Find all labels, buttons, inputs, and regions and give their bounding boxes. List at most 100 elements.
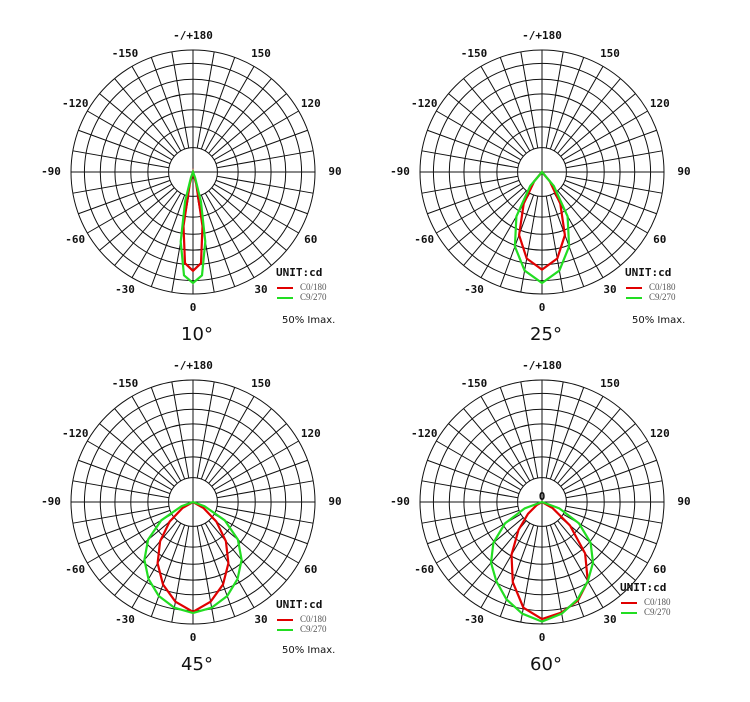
spoke-grid xyxy=(196,51,215,149)
angle-tick-label: 60 xyxy=(304,233,317,246)
spoke-grid xyxy=(421,150,519,169)
spoke-grid xyxy=(448,423,524,487)
spoke-grid xyxy=(171,525,190,623)
angle-tick-label: 0 xyxy=(190,301,197,314)
spoke-grid xyxy=(196,381,215,479)
spoke-grid xyxy=(562,183,648,234)
angle-tick-label: -/+180 xyxy=(173,359,213,372)
spoke-grid xyxy=(213,440,299,491)
spoke-grid xyxy=(99,93,175,157)
spoke-grid xyxy=(436,183,522,234)
polar-chart: -/+180 150 120 90 60 30 0 -30 -60 -90 -120 -150 0 UNI… xyxy=(390,359,691,675)
spoke-grid xyxy=(131,396,182,482)
spoke-grid xyxy=(557,190,621,266)
angle-tick-label: 30 xyxy=(603,613,616,626)
caption: 25° xyxy=(530,324,562,345)
spoke-grid xyxy=(427,179,520,215)
angle-tick-label: -90 xyxy=(390,495,410,508)
spoke-grid xyxy=(216,480,314,499)
spoke-grid xyxy=(448,93,524,157)
spoke-grid xyxy=(208,190,272,266)
spoke-grid xyxy=(553,522,604,608)
intensity-curve xyxy=(156,500,230,614)
note: 50% Imax. xyxy=(282,315,335,326)
spoke-grid xyxy=(565,175,663,194)
spoke-grid xyxy=(480,522,531,608)
spoke-grid xyxy=(131,66,182,152)
angle-tick-label: -30 xyxy=(115,283,135,296)
polar-chart: -/+180 150 120 90 60 30 0 -30 -60 -90 -120 -150 UNIT… xyxy=(390,29,691,345)
spoke-grid xyxy=(72,480,170,499)
intensity-curve xyxy=(182,167,204,273)
spoke-grid xyxy=(213,110,299,161)
spoke-grid xyxy=(200,387,236,480)
spoke-grid xyxy=(545,381,564,479)
spoke-grid xyxy=(448,517,524,581)
intensity-curve xyxy=(510,500,589,621)
spoke-grid xyxy=(150,524,186,617)
spoke-grid xyxy=(99,423,175,487)
spoke-grid xyxy=(78,459,171,495)
spoke-grid xyxy=(553,396,604,482)
spoke-grid xyxy=(208,408,272,484)
spoke-grid xyxy=(87,183,173,234)
note: 50% Imax. xyxy=(632,315,685,326)
spoke-grid xyxy=(114,78,178,154)
spoke-grid xyxy=(208,78,272,154)
spoke-grid xyxy=(213,513,299,564)
spoke-grid xyxy=(480,396,531,482)
angle-tick-label: -90 xyxy=(390,165,410,178)
spoke-grid xyxy=(114,190,178,266)
intensity-curve xyxy=(517,170,567,271)
angle-tick-label: -60 xyxy=(414,233,434,246)
caption: 10° xyxy=(181,324,213,345)
angle-tick-label: 150 xyxy=(600,377,620,390)
spoke-grid xyxy=(564,509,657,545)
spoke-grid xyxy=(215,179,308,215)
spoke-grid xyxy=(216,505,314,524)
spoke-grid xyxy=(557,78,621,154)
angle-tick-label: 30 xyxy=(254,613,267,626)
angle-tick-label: -30 xyxy=(115,613,135,626)
angle-tick-label: 30 xyxy=(603,283,616,296)
intensity-curve xyxy=(489,500,595,623)
angle-tick-label: -60 xyxy=(65,233,85,246)
angle-tick-label: -120 xyxy=(411,97,438,110)
spoke-grid xyxy=(557,520,621,596)
angle-tick-label: -120 xyxy=(62,97,89,110)
spoke-grid xyxy=(208,520,272,596)
spoke-grid xyxy=(565,505,663,524)
spoke-grid xyxy=(560,93,636,157)
angle-tick-label: -/+180 xyxy=(522,359,562,372)
spoke-grid xyxy=(463,520,527,596)
spoke-grid xyxy=(114,520,178,596)
angle-tick-label: 120 xyxy=(301,427,321,440)
angle-tick-label: -60 xyxy=(65,563,85,576)
legend-label: C0/180 xyxy=(644,597,671,607)
spoke-grid xyxy=(545,51,564,149)
spoke-grid xyxy=(421,480,519,499)
spoke-grid xyxy=(520,381,539,479)
spoke-grid xyxy=(87,513,173,564)
angle-tick-label: 60 xyxy=(653,563,666,576)
angle-tick-label: 0 xyxy=(539,631,546,644)
spoke-grid xyxy=(562,110,648,161)
spoke-grid xyxy=(545,525,564,623)
spoke-grid xyxy=(436,440,522,491)
spoke-grid xyxy=(72,150,170,169)
angle-tick-label: -90 xyxy=(41,165,61,178)
angle-tick-label: -150 xyxy=(461,377,488,390)
spoke-grid xyxy=(421,505,519,524)
spoke-grid xyxy=(499,57,535,150)
angle-tick-label: 0 xyxy=(539,301,546,314)
spoke-grid xyxy=(78,509,171,545)
spoke-grid xyxy=(565,480,663,499)
spoke-grid xyxy=(520,51,539,149)
angle-tick-label: -/+180 xyxy=(522,29,562,42)
spoke-grid xyxy=(200,194,236,287)
spoke-grid xyxy=(213,183,299,234)
angle-tick-label: 90 xyxy=(677,495,690,508)
spoke-grid xyxy=(553,66,604,152)
polar-chart: -/+180 150 120 90 60 30 0 -30 -60 -90 -120 -150 UNIT… xyxy=(41,359,342,675)
